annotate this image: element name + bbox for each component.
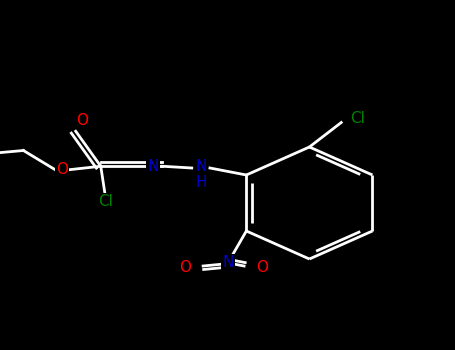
Text: N: N: [147, 159, 159, 174]
Text: O: O: [256, 260, 268, 275]
Text: H: H: [195, 175, 207, 190]
Text: Cl: Cl: [350, 111, 364, 126]
Text: N: N: [195, 159, 207, 174]
Text: O: O: [76, 113, 89, 128]
Text: O: O: [56, 162, 68, 177]
Text: N: N: [222, 255, 234, 270]
Text: O: O: [179, 260, 191, 275]
Text: Cl: Cl: [98, 194, 113, 209]
